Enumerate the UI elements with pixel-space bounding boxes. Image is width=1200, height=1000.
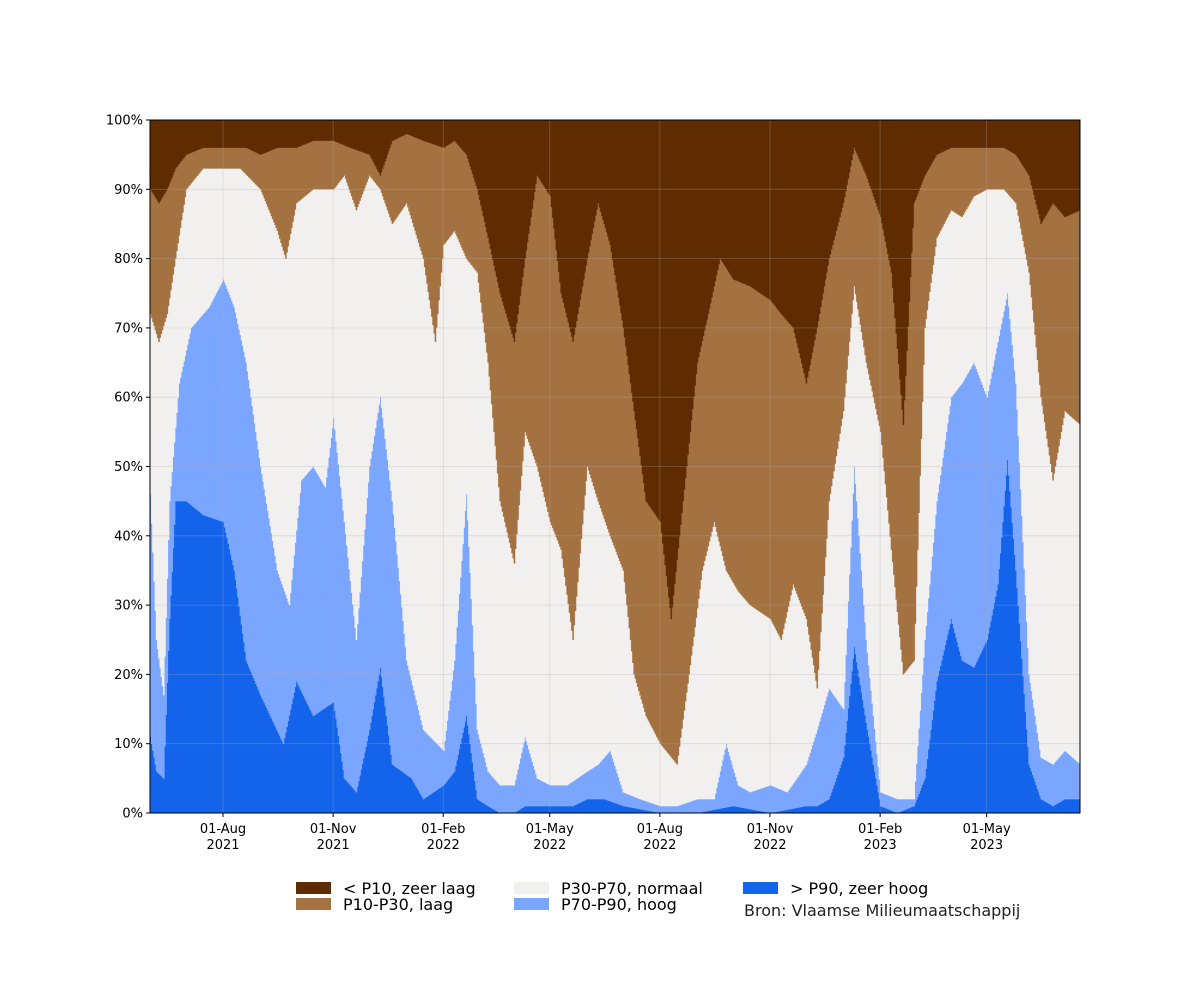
x-tick-label-date: 01-Feb bbox=[858, 822, 902, 837]
legend-swatch-laag bbox=[296, 898, 331, 910]
legend-swatch-normaal bbox=[514, 882, 549, 894]
x-tick-label-year: 2022 bbox=[643, 838, 676, 853]
legend-label-normaal: P30-P70, normaal bbox=[561, 879, 703, 898]
y-tick-label: 80% bbox=[114, 252, 143, 267]
y-tick-label: 40% bbox=[114, 529, 143, 544]
x-tick-label-year: 2023 bbox=[864, 838, 897, 853]
legend: < P10, zeer laag P10-P30, laag P30-P70, … bbox=[296, 879, 1020, 920]
x-tick-label-date: 01-Aug bbox=[200, 822, 246, 837]
x-axis: 01-Aug202101-Nov202101-Feb202201-May2022… bbox=[200, 813, 1011, 853]
x-tick-label-date: 01-May bbox=[963, 822, 1011, 837]
legend-label-laag: P10-P30, laag bbox=[343, 895, 453, 914]
x-tick-label-date: 01-May bbox=[526, 822, 574, 837]
y-tick-label: 70% bbox=[114, 321, 143, 336]
x-tick-label-year: 2022 bbox=[427, 838, 460, 853]
x-tick-label-year: 2021 bbox=[317, 838, 350, 853]
y-tick-label: 100% bbox=[106, 114, 143, 129]
legend-swatch-zeer-laag bbox=[296, 882, 331, 894]
x-tick-label-year: 2023 bbox=[970, 838, 1003, 853]
x-tick-label-year: 2022 bbox=[753, 838, 786, 853]
legend-swatch-zeer-hoog bbox=[743, 882, 778, 894]
x-tick-label-date: 01-Nov bbox=[747, 822, 794, 837]
x-tick-label-year: 2021 bbox=[206, 838, 239, 853]
x-tick-label-date: 01-Aug bbox=[637, 822, 683, 837]
y-tick-label: 50% bbox=[114, 460, 143, 475]
source-credit: Bron: Vlaamse Milieumaatschappij bbox=[744, 901, 1020, 920]
y-tick-label: 0% bbox=[122, 807, 143, 822]
x-tick-label-date: 01-Nov bbox=[310, 822, 357, 837]
legend-label-zeer-laag: < P10, zeer laag bbox=[343, 879, 476, 898]
plot-area bbox=[149, 119, 1081, 814]
gridlines bbox=[150, 119, 1080, 814]
x-tick-label-year: 2022 bbox=[533, 838, 566, 853]
y-tick-label: 10% bbox=[114, 737, 143, 752]
legend-label-zeer-hoog: > P90, zeer hoog bbox=[790, 879, 928, 898]
y-tick-label: 60% bbox=[114, 391, 143, 406]
y-tick-label: 30% bbox=[114, 599, 143, 614]
x-tick-label-date: 01-Feb bbox=[421, 822, 465, 837]
y-tick-label: 20% bbox=[114, 668, 143, 683]
legend-swatch-hoog bbox=[514, 898, 549, 910]
y-tick-label: 90% bbox=[114, 183, 143, 198]
y-axis: 0% 10% 20% 30% 40% 50% 60% 70% 80% 90% 100% bbox=[106, 114, 150, 822]
legend-label-hoog: P70-P90, hoog bbox=[561, 895, 677, 914]
